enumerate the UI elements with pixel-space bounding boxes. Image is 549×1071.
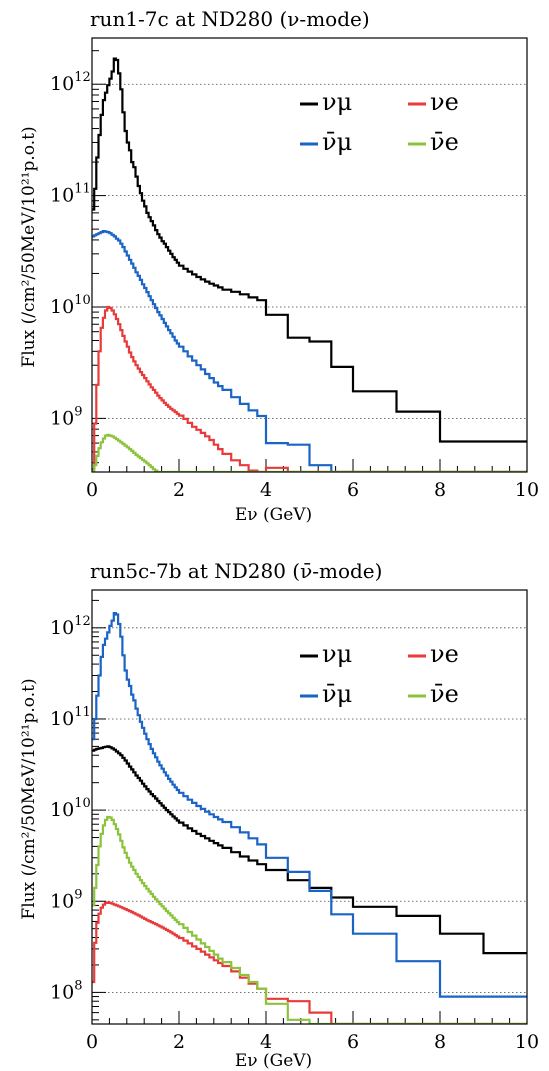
series-line-2 [92,230,527,472]
x-tick-label: 8 [434,1031,446,1053]
chart-panel-1: run1-7c at ND280 (ν-mode)109101010111012… [19,7,539,525]
y-tick-exponent: 10 [74,293,91,308]
y-tick-label: 1010 [50,293,91,318]
x-axis-label: Eν (GeV) [235,505,312,525]
x-tick-label: 2 [173,479,185,501]
x-tick-label: 6 [347,1031,359,1053]
series-line-3 [92,901,527,1024]
plot-frame [91,589,528,1025]
y-tick-label: 108 [50,978,82,1003]
y-tick-label: 1011 [50,182,91,207]
y-tick-label: 109 [50,404,82,429]
series-line-1 [92,57,527,443]
series-line-1 [92,745,527,955]
y-tick-exponent: 12 [74,70,91,85]
y-axis-label: Flux (/cm²/50MeV/10²¹p.o.t) [19,126,39,367]
y-tick-base: 10 [50,981,74,1003]
y-tick-exponent: 10 [74,796,91,811]
chart-title: run1-7c at ND280 (ν-mode) [90,7,370,31]
y-tick-label: 109 [50,887,82,912]
y-tick-exponent: 12 [74,614,91,629]
series-line-2 [92,612,527,998]
x-tick-label: 10 [515,1031,539,1053]
y-tick-label: 1012 [50,70,91,95]
series-line-4 [92,815,527,1024]
legend-label: ν̄μ [322,680,352,708]
y-tick-exponent: 11 [74,705,91,720]
y-tick-base: 10 [50,617,74,639]
y-tick-exponent: 8 [74,978,82,993]
y-tick-label: 1011 [50,705,91,730]
legend-label: νμ [322,88,352,116]
legend-label: νμ [322,640,352,668]
y-axis-label: Flux (/cm²/50MeV/10²¹p.o.t) [19,678,39,919]
plot-frame [91,37,528,473]
y-tick-base: 10 [50,708,74,730]
x-tick-label: 0 [86,479,98,501]
y-tick-label: 1010 [50,796,91,821]
x-tick-label: 4 [260,1031,272,1053]
x-tick-label: 8 [434,479,446,501]
y-tick-base: 10 [50,890,74,912]
y-tick-base: 10 [50,73,74,95]
series-line-4 [92,433,527,472]
x-tick-label: 2 [173,1031,185,1053]
legend-label: ν̄e [430,680,459,708]
x-tick-label: 10 [515,479,539,501]
chart-panel-2: run5c-7b at ND280 (ν̄-mode)1081091010101… [19,559,539,1071]
chart-title: run5c-7b at ND280 (ν̄-mode) [90,559,382,583]
y-tick-base: 10 [50,185,74,207]
y-tick-exponent: 11 [74,182,91,197]
legend-label: νe [430,640,459,668]
x-tick-label: 4 [260,479,272,501]
y-tick-base: 10 [50,296,74,318]
legend-label: ν̄e [430,128,459,156]
y-tick-label: 1012 [50,614,91,639]
x-tick-label: 0 [86,1031,98,1053]
x-tick-label: 6 [347,479,359,501]
y-tick-exponent: 9 [74,404,82,419]
legend-label: νe [430,88,459,116]
x-axis-label: Eν (GeV) [235,1051,312,1071]
y-tick-base: 10 [50,407,74,429]
y-tick-exponent: 9 [74,887,82,902]
legend-label: ν̄μ [322,128,352,156]
y-tick-base: 10 [50,799,74,821]
series-line-3 [92,305,527,472]
